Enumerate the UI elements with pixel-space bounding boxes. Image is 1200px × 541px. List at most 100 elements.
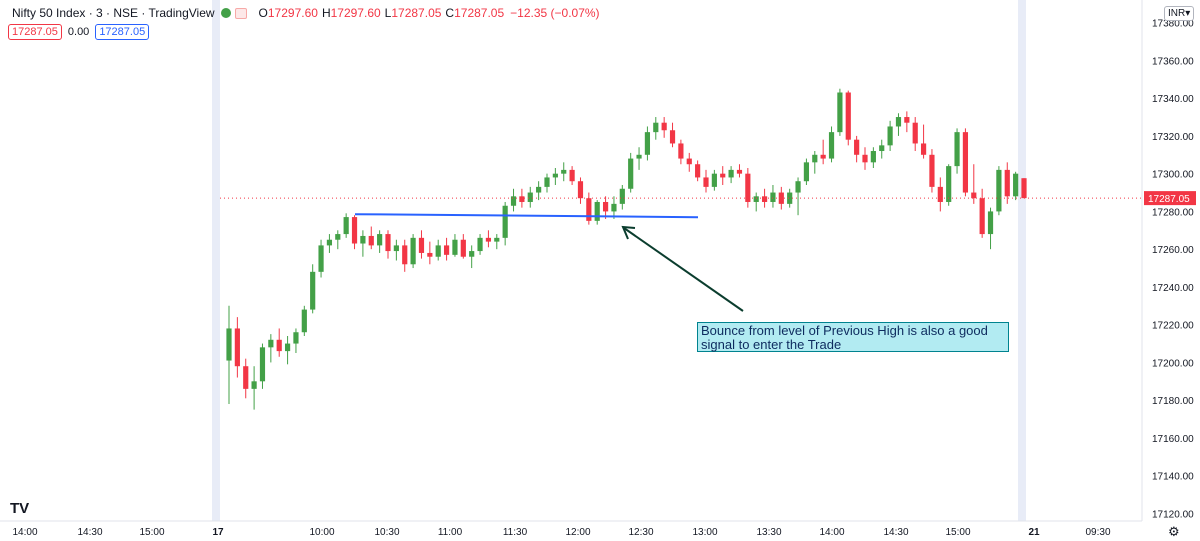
y-tick-label: 17120.00 [1152, 509, 1194, 520]
y-tick-label: 17200.00 [1152, 358, 1194, 369]
market-status-icon[interactable] [234, 7, 247, 19]
candle-body [310, 271, 316, 310]
annotation-arrow-head [621, 225, 636, 240]
candle-body [636, 154, 642, 159]
y-tick-label: 17220.00 [1152, 321, 1194, 332]
candle-body [259, 347, 266, 382]
candle-body [427, 252, 433, 257]
x-tick-label: 14:00 [819, 527, 844, 538]
candle-body [962, 132, 969, 193]
x-tick-label: 21 [1028, 527, 1040, 538]
y-tick-label: 17340.00 [1152, 94, 1194, 105]
change-pill: 0.00 [67, 26, 90, 38]
candle-body [335, 234, 341, 240]
candle-body [862, 154, 868, 163]
tradingview-logo[interactable]: TV [10, 500, 30, 517]
change-value: −12.35 (−0.07%) [510, 6, 600, 20]
candle-body [602, 201, 609, 212]
candle-body [661, 122, 667, 131]
candle-body [920, 143, 927, 155]
status-dot-icon [220, 8, 231, 18]
x-tick-label: 11:30 [503, 527, 528, 538]
close-value: C17287.05 [445, 6, 505, 20]
candle-body [653, 122, 659, 133]
candle-body [669, 130, 676, 144]
candle-body [745, 173, 751, 202]
candle-body [770, 192, 776, 202]
symbol-title[interactable]: Nifty 50 Index · 3 · NSE · TradingView [12, 6, 215, 20]
x-tick-label: 10:00 [309, 527, 334, 538]
x-tick-label: 14:30 [77, 527, 102, 538]
y-tick-label: 17160.00 [1152, 434, 1194, 445]
candle-body [393, 245, 399, 252]
candle-body [251, 381, 257, 389]
x-tick-label: 14:30 [883, 527, 908, 538]
indicator-values: 17287.05 0.00 17287.05 [8, 24, 155, 40]
candle-body [494, 237, 500, 242]
x-tick-label: 11:00 [438, 527, 463, 538]
gear-icon[interactable]: ⚙ [1168, 524, 1180, 539]
candle-body [971, 192, 977, 199]
x-tick-label: 17 [212, 527, 224, 538]
candle-body [854, 139, 860, 155]
last-price-label: 17287.05 [1148, 194, 1190, 205]
annotation-arrow-shaft[interactable] [623, 227, 744, 312]
trendline-previous-high[interactable] [354, 213, 699, 219]
candle-body [477, 237, 483, 252]
candle-body [787, 192, 793, 204]
candle-body [820, 154, 826, 159]
candle-body [510, 196, 517, 206]
y-tick-label: 17240.00 [1152, 283, 1194, 294]
candle-body [720, 173, 726, 178]
candle-body [577, 181, 584, 199]
y-tick-label: 17180.00 [1152, 396, 1194, 407]
currency-dropdown[interactable]: INR▾ [1164, 6, 1195, 21]
x-tick-label: 09:30 [1085, 527, 1110, 538]
candle-body [469, 251, 475, 257]
annotation-callout[interactable]: Bounce from level of Previous High is al… [697, 322, 1009, 352]
y-tick-label: 17300.00 [1152, 170, 1194, 181]
candle-body [569, 169, 575, 182]
candle-body [996, 169, 1002, 212]
candle-body [929, 154, 935, 187]
candle-body [686, 158, 692, 165]
candle-body [904, 117, 910, 123]
candle-body [301, 309, 307, 333]
candle-body [351, 217, 358, 244]
candle-body [828, 132, 835, 159]
candle-body [368, 235, 374, 246]
candle-body [544, 177, 550, 187]
candle-body [318, 245, 324, 272]
candle-body [1004, 169, 1010, 197]
candle-body [460, 239, 466, 257]
candle-body [954, 132, 960, 167]
x-tick-label: 12:30 [628, 527, 653, 538]
candle-body [803, 162, 810, 182]
session-break-left [212, 0, 220, 521]
session-break-right [1018, 0, 1026, 521]
candle-body [552, 173, 558, 178]
candle-body [703, 177, 709, 187]
candle-body [619, 188, 625, 204]
candle-body [410, 237, 416, 265]
candle-body [485, 237, 492, 242]
chart-legend: Nifty 50 Index · 3 · NSE · TradingView O… [12, 6, 600, 20]
candle-body [385, 234, 391, 252]
x-tick-label: 13:00 [692, 527, 717, 538]
candle-body [1021, 178, 1027, 199]
candle-body [360, 235, 366, 244]
candle-body [586, 198, 592, 221]
last-price-badge [1144, 191, 1196, 206]
y-tick-label: 17140.00 [1152, 472, 1194, 483]
y-tick-label: 17320.00 [1152, 132, 1194, 143]
candle-body [628, 158, 634, 189]
candle-body [728, 169, 734, 178]
y-tick-label: 17260.00 [1152, 245, 1194, 256]
candle-body [418, 237, 425, 253]
candle-body [561, 169, 567, 174]
candle-body [594, 201, 600, 221]
last-price-pill-2: 17287.05 [95, 24, 150, 40]
candle-body [979, 198, 985, 235]
candle-body [452, 239, 458, 255]
